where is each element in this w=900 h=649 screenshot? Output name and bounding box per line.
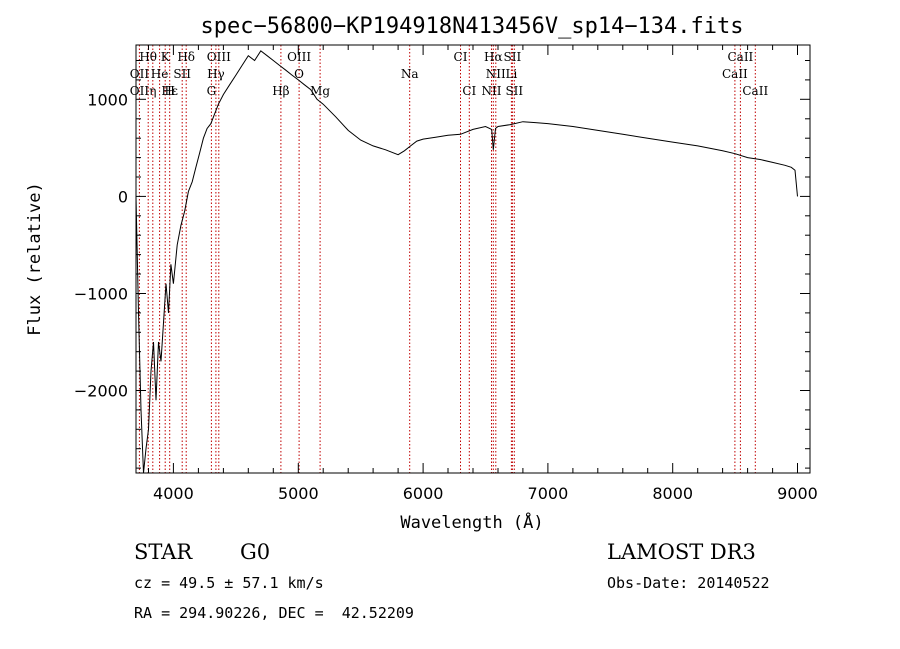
spectrum-line — [135, 50, 798, 474]
y-tick-label: 0 — [118, 187, 128, 206]
emission-line-markers — [138, 45, 756, 473]
line-label: CaII — [727, 50, 753, 64]
subclass: G0 — [240, 540, 271, 564]
line-label: K — [161, 50, 171, 64]
line-label: H — [164, 84, 174, 98]
plot-frame — [135, 44, 811, 474]
line-label: Hθ — [139, 50, 157, 64]
chart-title: spec−56800−KP194918N413456V_sp14−134.fit… — [200, 14, 743, 39]
line-label: Na — [401, 67, 419, 81]
line-label: OII — [130, 67, 150, 81]
y-tick-label: −1000 — [74, 285, 128, 304]
line-label: Mg — [310, 84, 330, 98]
line-label: CaII — [742, 84, 768, 98]
x-tick-label: 6000 — [403, 484, 444, 503]
line-label: O — [294, 67, 304, 81]
x-tick-label: 7000 — [528, 484, 569, 503]
line-label: OIII — [287, 50, 311, 64]
line-label: Hδ — [177, 50, 195, 64]
line-label: η — [149, 84, 156, 98]
line-label: CaII — [722, 67, 748, 81]
line-labels-middle: OII He SII Hγ O Na NII Li CaII — [130, 67, 748, 81]
line-label: Hε — [161, 84, 178, 98]
coordinates: RA = 294.90226, DEC = 42.52209 — [134, 604, 414, 622]
x-axis-label: Wavelength (Å) — [400, 511, 543, 533]
redshift-text: cz = 49.5 ± 57.1 km/s — [134, 574, 324, 592]
y-axis: −2000 −1000 0 1000 — [74, 60, 810, 469]
line-label: He — [151, 67, 169, 81]
line-label: SII — [504, 50, 522, 64]
line-label: OIII — [207, 50, 231, 64]
x-tick-label: 8000 — [652, 484, 693, 503]
line-label: Hγ — [207, 67, 225, 81]
line-label: CI — [454, 50, 468, 64]
line-label: Li — [505, 67, 517, 81]
y-tick-label: 1000 — [87, 90, 128, 109]
y-axis-label: Flux (relative) — [25, 182, 45, 336]
survey-name: LAMOST DR3 — [607, 540, 756, 564]
x-axis: 4000 5000 6000 7000 8000 9000 — [148, 45, 818, 503]
line-label: CI — [462, 84, 476, 98]
line-label: Hβ — [272, 84, 289, 98]
y-tick-label: −2000 — [74, 382, 128, 401]
line-label: NII — [486, 67, 506, 81]
obs-date: Obs-Date: 20140522 — [607, 574, 770, 592]
line-label: SII — [173, 67, 191, 81]
line-label: OII — [130, 84, 150, 98]
line-label: NII — [482, 84, 502, 98]
x-tick-label: 4000 — [153, 484, 194, 503]
object-class: STAR — [134, 540, 193, 564]
line-label: SII — [505, 84, 523, 98]
line-labels-upper: Hθ K Hδ OIII OIII CI Hα SII CaII — [139, 50, 753, 64]
line-label: Hα — [484, 50, 503, 64]
x-tick-label: 5000 — [278, 484, 319, 503]
line-label: G — [207, 84, 217, 98]
line-labels-lower: OII Hεη H G Hβ Mg CI NII SII CaII — [130, 84, 769, 98]
x-tick-label: 9000 — [777, 484, 818, 503]
